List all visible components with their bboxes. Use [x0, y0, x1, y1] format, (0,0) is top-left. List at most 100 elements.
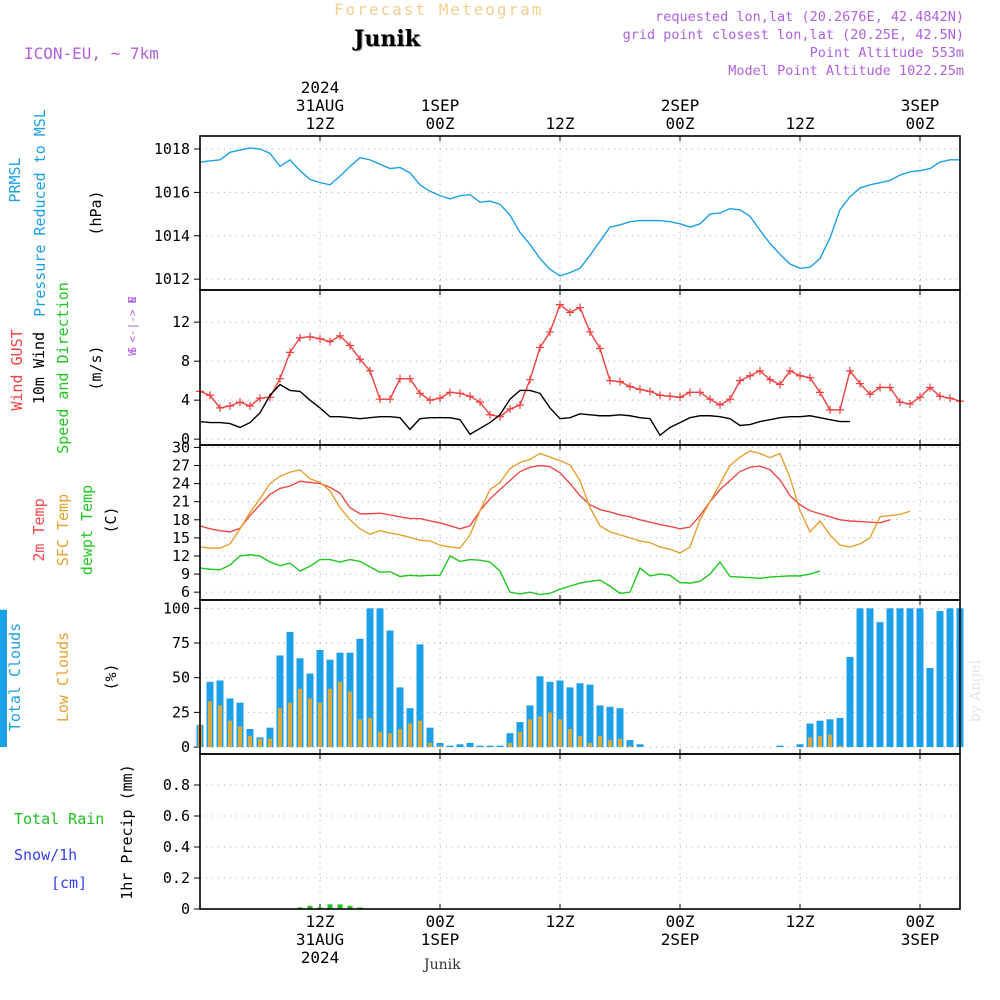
low-cloud-bar	[508, 742, 512, 748]
gust-marker	[896, 398, 904, 407]
low-cloud-bar	[278, 708, 282, 748]
time-label-top: 12Z	[786, 114, 815, 133]
gust-marker	[796, 371, 804, 380]
gust-marker	[216, 403, 224, 412]
gust-marker	[836, 405, 844, 414]
y-tick-label: 1018	[154, 140, 190, 158]
low-cloud-bar	[618, 738, 622, 748]
footer-location: Junik	[424, 957, 461, 973]
low-cloud-bar	[388, 733, 392, 748]
gust-marker	[566, 308, 574, 317]
gust-marker	[356, 355, 364, 364]
time-label-bottom: 2SEP	[661, 930, 700, 949]
y-tick-label: 75	[172, 634, 190, 652]
low-cloud-bar	[208, 701, 212, 748]
total-cloud-bar	[266, 727, 274, 748]
y-tick-label: 21	[172, 493, 190, 511]
low-cloud-bar	[528, 719, 532, 748]
gust-marker	[426, 396, 434, 405]
gust-marker	[626, 382, 634, 391]
total-cloud-bar	[576, 683, 584, 748]
low-cloud-bar	[558, 719, 562, 748]
total-cloud-bar	[906, 608, 914, 748]
gust-marker	[806, 373, 814, 382]
total-cloud-bar	[896, 608, 904, 748]
total-cloud-bar	[386, 630, 394, 748]
gust-marker	[646, 387, 654, 396]
unit-pressure: (hPa)	[87, 190, 105, 235]
y-tick-label: 1016	[154, 183, 190, 201]
low-cloud-bar	[298, 688, 302, 748]
panel-frame	[199, 135, 961, 291]
y-tick-label: 0.2	[163, 869, 190, 887]
rain-bar	[307, 905, 313, 909]
gust-marker	[366, 366, 374, 375]
gust-marker	[906, 400, 914, 409]
low-cloud-bar	[598, 735, 602, 748]
series-line-10m-wind	[199, 383, 850, 437]
y-tick-label: 12	[172, 547, 190, 565]
low-cloud-bar	[418, 720, 422, 748]
total-cloud-bar	[616, 708, 624, 748]
y-tick-label: 27	[172, 457, 190, 475]
rain-bar	[337, 904, 343, 909]
low-cloud-bar	[268, 738, 272, 748]
total-cloud-bar	[946, 608, 954, 748]
total-cloud-bar	[446, 745, 454, 748]
gust-marker	[706, 395, 714, 404]
compass-south: S	[126, 347, 139, 354]
low-cloud-bar	[808, 737, 812, 748]
time-label-bottom: 12Z	[306, 912, 335, 931]
grid-point-coordinates: grid point closest lon,lat (20.25E, 42.5…	[622, 27, 964, 43]
time-label-top: 2024	[301, 78, 340, 97]
total-cloud-bar	[396, 687, 404, 748]
total-cloud-bar	[236, 702, 244, 748]
total-cloud-bar	[596, 705, 604, 748]
total-cloud-bar	[886, 608, 894, 748]
gust-marker	[386, 395, 394, 404]
gust-marker	[556, 300, 564, 309]
total-cloud-bar	[456, 744, 464, 748]
gust-marker	[406, 374, 414, 383]
gust-marker	[376, 395, 384, 404]
gust-marker	[476, 398, 484, 407]
total-cloud-bar	[416, 644, 424, 748]
total-cloud-bar	[606, 706, 614, 748]
label-total-rain: Total Rain	[14, 810, 104, 828]
y-tick-label: 6	[181, 583, 190, 601]
y-tick-label: 18	[172, 511, 190, 529]
label-10m-wind: 10m Wind	[30, 332, 48, 404]
time-label-top: 00Z	[426, 114, 455, 133]
time-label-top: 12Z	[546, 114, 575, 133]
gust-marker	[926, 383, 934, 392]
gust-marker	[866, 390, 874, 399]
low-cloud-bar	[828, 734, 832, 748]
label-total-clouds: Total Clouds	[6, 623, 24, 731]
low-cloud-bar	[228, 720, 232, 748]
total-cloud-bar	[276, 655, 284, 748]
time-label-bottom: 1SEP	[421, 930, 460, 949]
label-pressure-msl: Pressure Reduced to MSL	[31, 109, 49, 317]
total-cloud-bar	[776, 745, 784, 748]
gust-marker	[616, 377, 624, 386]
gust-marker	[826, 405, 834, 414]
gust-marker	[586, 327, 594, 336]
time-label-top: 3SEP	[901, 96, 940, 115]
low-cloud-bar	[318, 702, 322, 748]
gust-marker	[936, 392, 944, 401]
chart-title: Forecast Meteogram	[334, 0, 544, 19]
low-cloud-bar	[408, 723, 412, 748]
total-cloud-bar	[466, 742, 474, 748]
low-cloud-bar	[288, 702, 292, 748]
gust-marker	[756, 366, 764, 375]
panel-temperature	[194, 444, 961, 601]
label-snow: Snow/1h	[14, 846, 77, 864]
low-cloud-bar	[518, 731, 522, 748]
gust-marker	[576, 303, 584, 312]
gust-marker	[676, 393, 684, 402]
y-tick-label: 9	[181, 565, 190, 583]
total-cloud-bar	[626, 740, 634, 748]
low-cloud-bar	[308, 698, 312, 748]
total-cloud-bar	[376, 608, 384, 748]
low-cloud-bar	[358, 719, 362, 748]
